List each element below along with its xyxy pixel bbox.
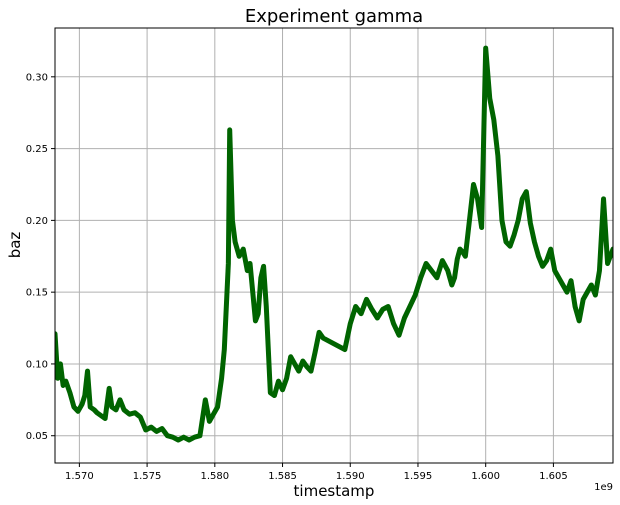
grid — [55, 28, 613, 463]
x-tick-label: 1.605 — [539, 471, 568, 482]
x-tick-label: 1.580 — [200, 471, 229, 482]
y-tick-label: 0.10 — [26, 359, 48, 370]
y-axis-label: baz — [6, 232, 24, 259]
x-axis-ticks: 1.570 1.575 1.580 1.585 1.590 1.595 1.600 1.605 — [65, 463, 568, 482]
series-line — [55, 45, 613, 443]
x-axis-offset-label: 1e9 — [594, 482, 613, 493]
x-tick-label: 1.570 — [65, 471, 94, 482]
y-tick-label: 0.05 — [26, 431, 48, 442]
plot-line — [55, 45, 613, 443]
plot-frame — [54, 27, 614, 464]
x-tick-label: 1.600 — [471, 471, 500, 482]
y-tick-label: 0.20 — [26, 216, 48, 227]
chart-title: Experiment gamma — [245, 6, 423, 27]
x-tick-label: 1.590 — [336, 471, 365, 482]
y-tick-label: 0.15 — [26, 288, 48, 299]
y-tick-label: 0.30 — [26, 72, 48, 83]
y-axis-ticks: 0.05 0.10 0.15 0.20 0.25 0.30 — [26, 72, 55, 442]
x-tick-label: 1.595 — [404, 471, 433, 482]
x-tick-label: 1.575 — [133, 471, 162, 482]
x-tick-label: 1.585 — [268, 471, 297, 482]
y-tick-label: 0.25 — [26, 144, 48, 155]
x-axis-label: timestamp — [294, 482, 375, 500]
